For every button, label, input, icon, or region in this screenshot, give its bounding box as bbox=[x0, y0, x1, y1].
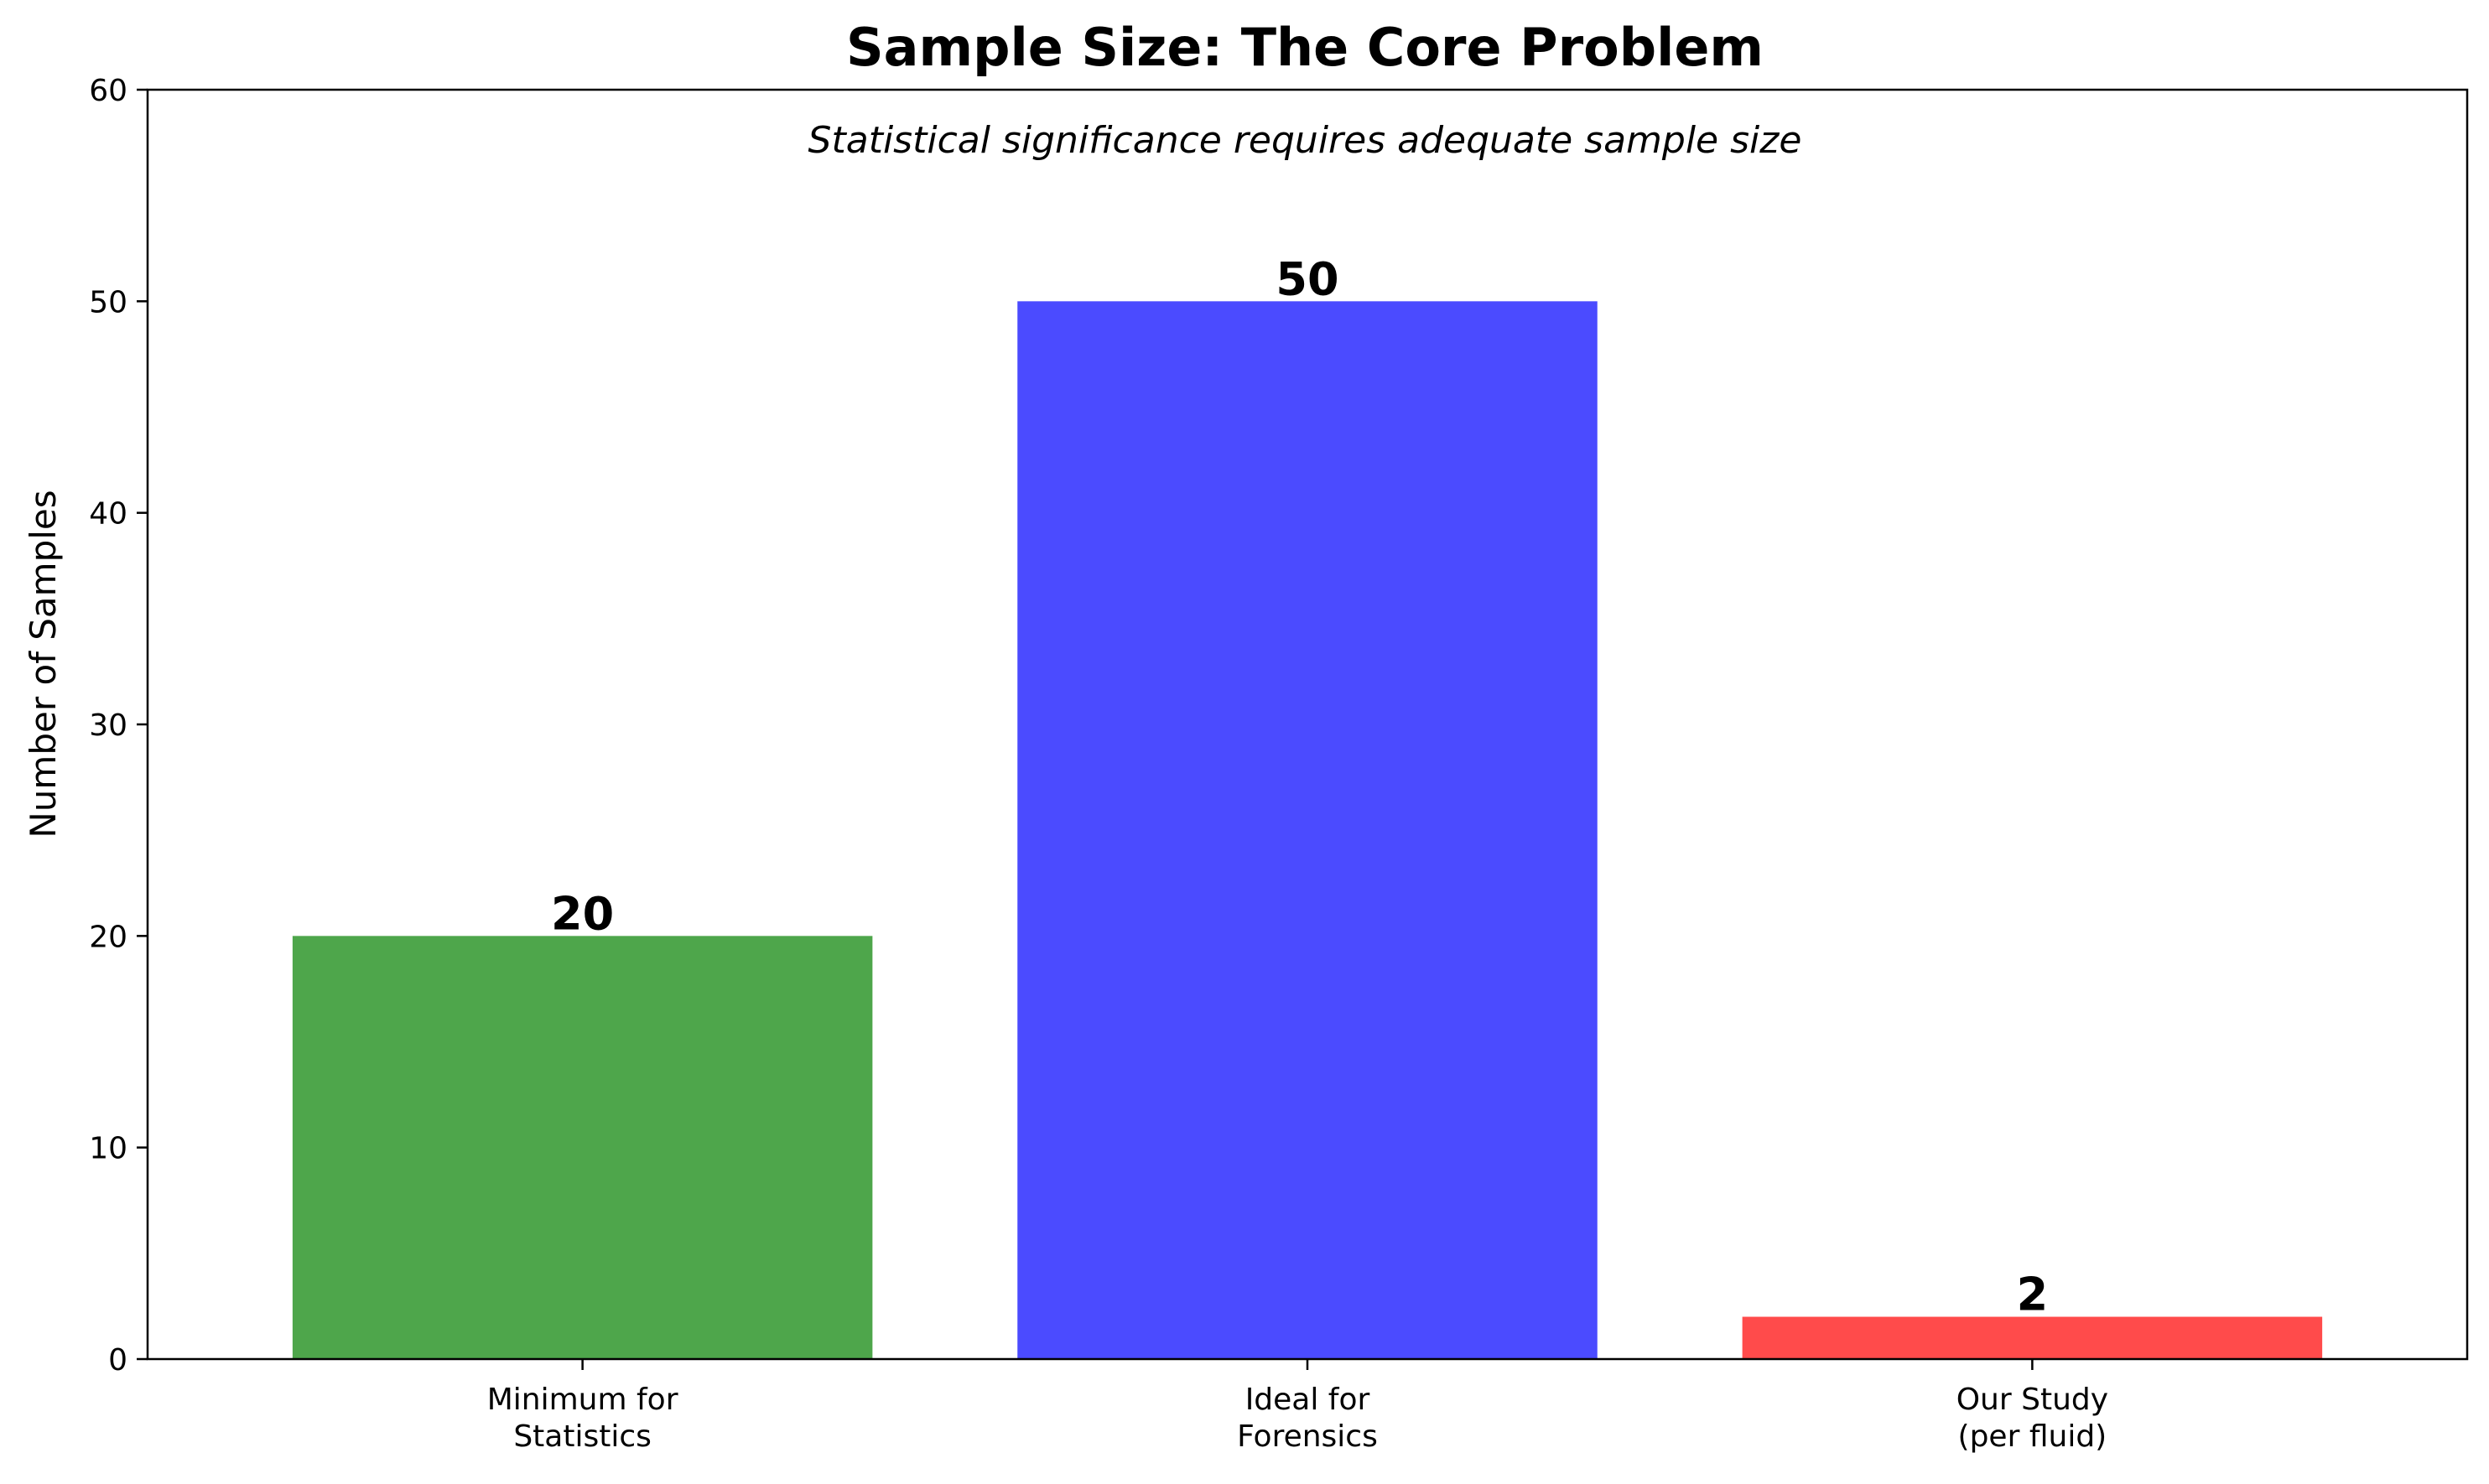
bar bbox=[1017, 301, 1598, 1359]
chart-subtitle: Statistical significance requires adequa… bbox=[808, 119, 1802, 162]
y-tick-label: 10 bbox=[89, 1132, 127, 1166]
x-tick-label: Our Study (per fluid) bbox=[1956, 1383, 2108, 1454]
data-label: 50 bbox=[1276, 252, 1338, 305]
bar bbox=[292, 936, 873, 1359]
x-tick-label: Minimum for Statistics bbox=[487, 1383, 678, 1454]
y-tick-label: 20 bbox=[89, 920, 127, 954]
data-label: 2 bbox=[2017, 1269, 2049, 1321]
y-tick-label: 60 bbox=[89, 74, 127, 108]
chart-title: Sample Size: The Core Problem bbox=[846, 17, 1764, 78]
y-tick-label: 40 bbox=[89, 497, 127, 532]
data-label: 20 bbox=[551, 887, 614, 940]
bar bbox=[1742, 1316, 2323, 1359]
y-tick-label: 50 bbox=[89, 285, 127, 319]
x-tick-label: Ideal for Forensics bbox=[1237, 1383, 1378, 1454]
plot-area: 0 10 20 30 40 50 60 Minimum for Statistics Ideal … bbox=[89, 74, 2469, 1454]
y-axis-label: Number of Samples bbox=[23, 490, 64, 838]
y-tick-label: 30 bbox=[89, 708, 127, 743]
y-tick-label: 0 bbox=[108, 1343, 127, 1378]
